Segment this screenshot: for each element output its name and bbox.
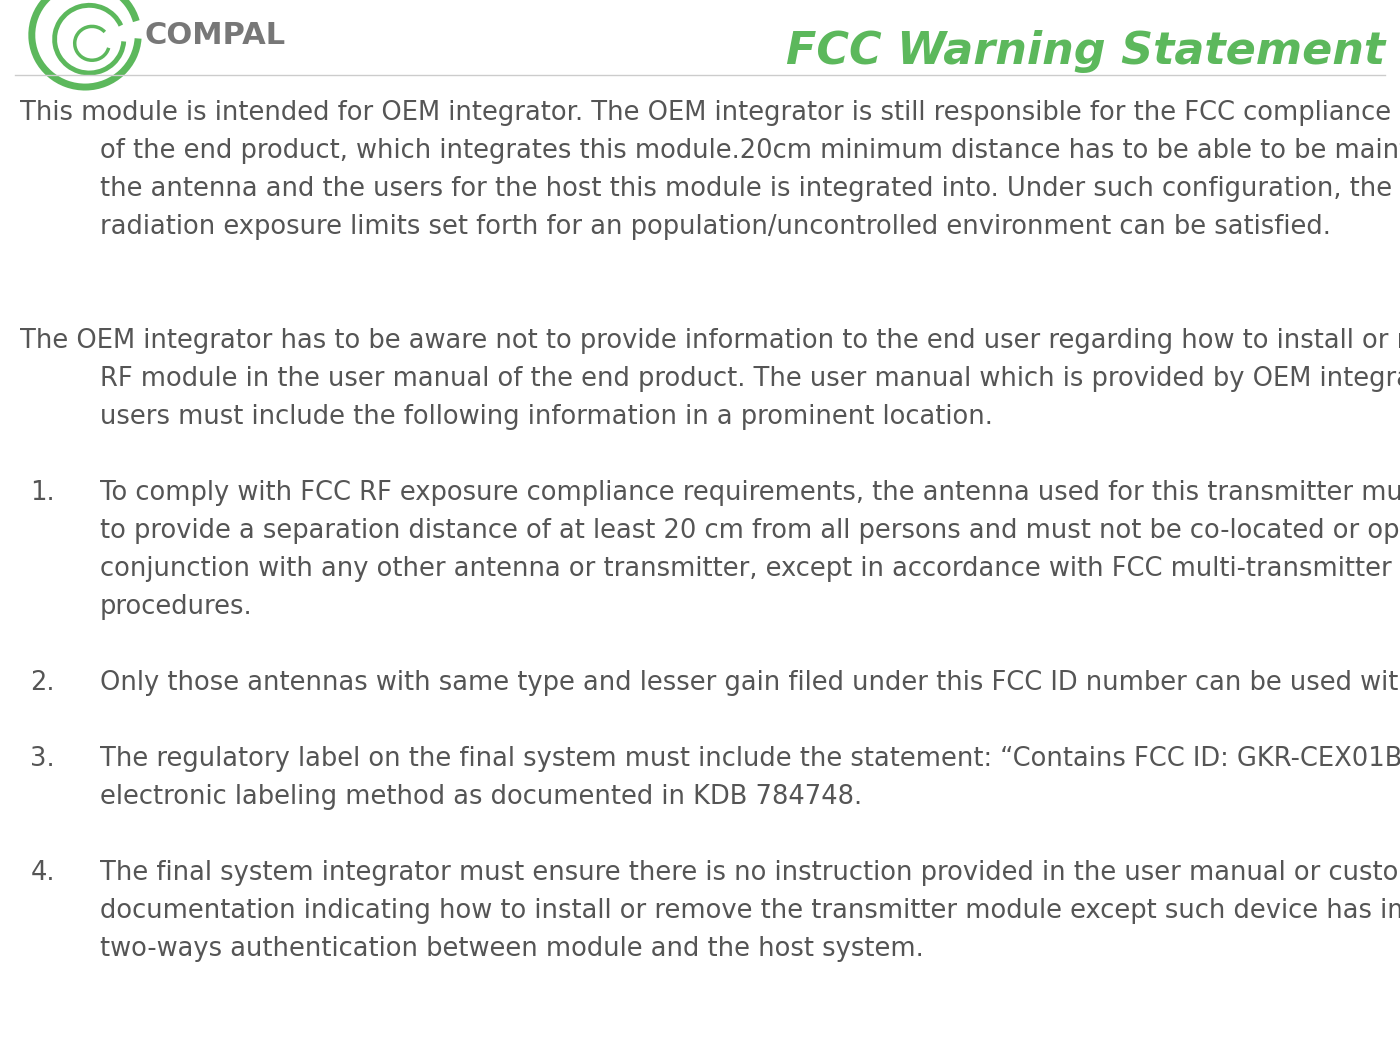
Text: procedures.: procedures. (99, 594, 252, 620)
Text: FCC Warning Statement: FCC Warning Statement (785, 30, 1385, 73)
Text: of the end product, which integrates this module.20cm minimum distance has to be: of the end product, which integrates thi… (99, 138, 1400, 164)
Text: to provide a separation distance of at least 20 cm from all persons and must not: to provide a separation distance of at l… (99, 518, 1400, 544)
Text: To comply with FCC RF exposure compliance requirements, the antenna used for thi: To comply with FCC RF exposure complianc… (99, 480, 1400, 506)
Text: 4.: 4. (31, 860, 55, 886)
Text: two-ways authentication between module and the host system.: two-ways authentication between module a… (99, 936, 924, 962)
Text: The final system integrator must ensure there is no instruction provided in the : The final system integrator must ensure … (99, 860, 1400, 886)
Text: documentation indicating how to install or remove the transmitter module except : documentation indicating how to install … (99, 898, 1400, 924)
Text: The regulatory label on the final system must include the statement: “Contains F: The regulatory label on the final system… (99, 746, 1400, 772)
Text: Only those antennas with same type and lesser gain filed under this FCC ID numbe: Only those antennas with same type and l… (99, 670, 1400, 696)
Text: conjunction with any other antenna or transmitter, except in accordance with FCC: conjunction with any other antenna or tr… (99, 556, 1400, 582)
Text: COMPAL: COMPAL (146, 21, 286, 50)
Text: the antenna and the users for the host this module is integrated into. Under suc: the antenna and the users for the host t… (99, 176, 1400, 202)
Text: 2.: 2. (31, 670, 55, 696)
Text: radiation exposure limits set forth for an population/uncontrolled environment c: radiation exposure limits set forth for … (99, 214, 1331, 240)
Text: RF module in the user manual of the end product. The user manual which is provid: RF module in the user manual of the end … (99, 366, 1400, 392)
Text: The OEM integrator has to be aware not to provide information to the end user re: The OEM integrator has to be aware not t… (20, 328, 1400, 354)
Text: 1.: 1. (31, 480, 55, 506)
Text: electronic labeling method as documented in KDB 784748.: electronic labeling method as documented… (99, 784, 862, 810)
Text: 3.: 3. (31, 746, 55, 772)
Text: users must include the following information in a prominent location.: users must include the following informa… (99, 404, 993, 430)
Text: This module is intended for OEM integrator. The OEM integrator is still responsi: This module is intended for OEM integrat… (20, 100, 1400, 126)
